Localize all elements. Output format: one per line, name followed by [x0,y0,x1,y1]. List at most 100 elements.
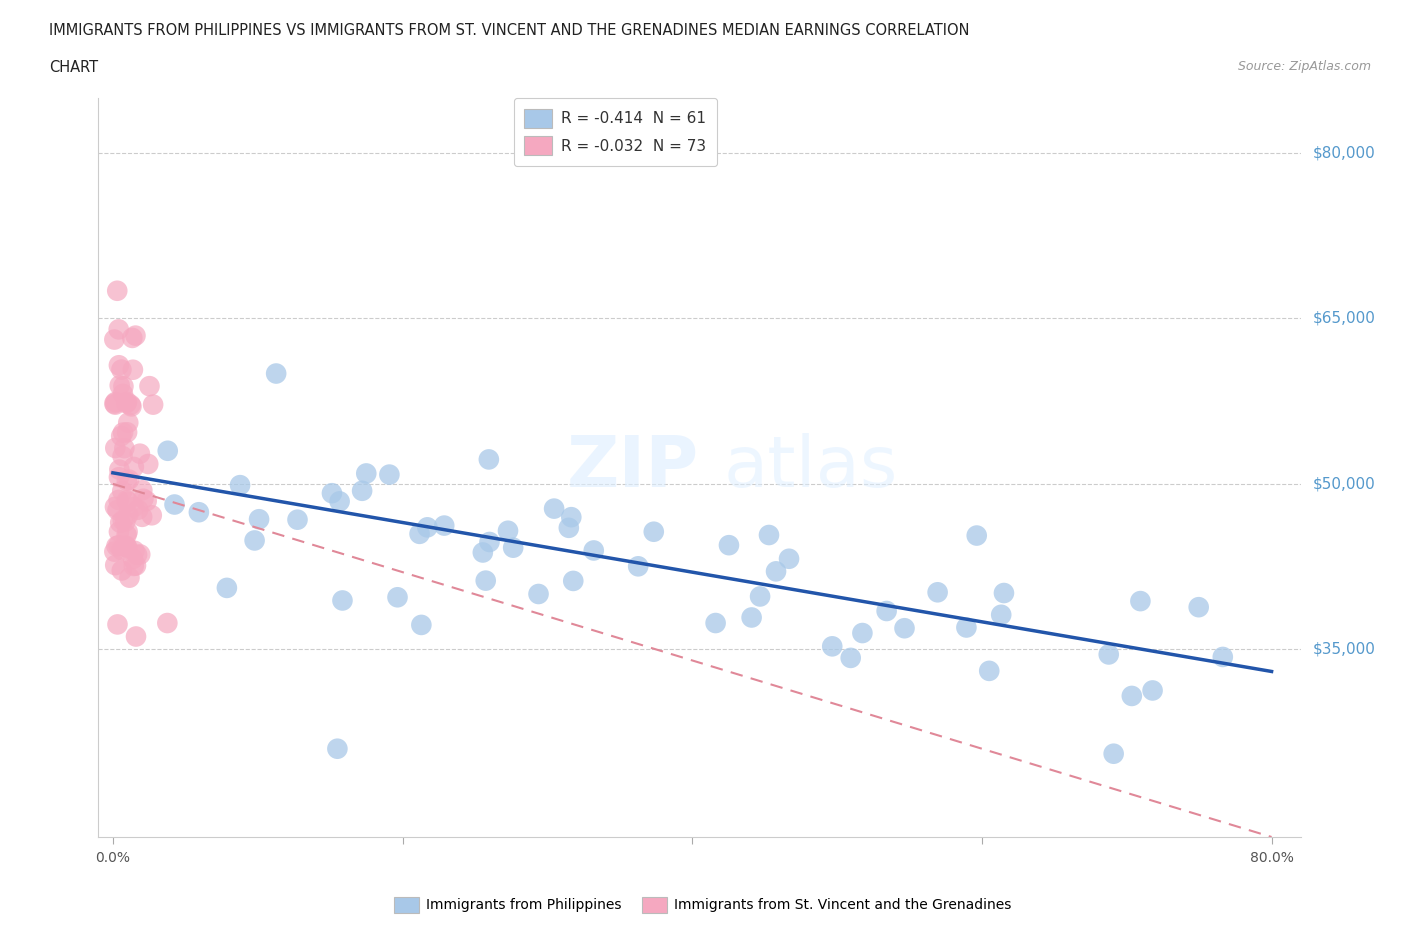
Point [1212,649,1234,664]
Text: $50,000: $50,000 [1313,476,1375,491]
Point [527,587,550,602]
Point [876,604,898,618]
Point [129,446,152,461]
Point [129,547,152,562]
Point [478,452,501,467]
Point [187,505,209,520]
Point [108,470,131,485]
Point [643,525,665,539]
Point [105,284,128,299]
Point [1142,683,1164,698]
Point [264,366,287,381]
Point [839,650,862,665]
Point [741,610,763,625]
Point [125,558,148,573]
Point [111,563,134,578]
Point [104,558,127,573]
Point [115,396,138,411]
Point [1098,647,1121,662]
Point [411,618,433,632]
Point [560,510,582,525]
Point [104,397,127,412]
Point [107,538,129,552]
Point [979,663,1001,678]
Point [215,580,238,595]
Point [927,585,949,600]
Point [562,574,585,589]
Point [627,559,650,574]
Point [1188,600,1211,615]
Point [125,548,148,563]
Point [329,494,352,509]
Point [117,508,139,523]
Point [163,497,186,512]
Point [120,397,142,412]
Text: $80,000: $80,000 [1313,145,1375,160]
Point [111,543,134,558]
Text: Source: ZipAtlas.com: Source: ZipAtlas.com [1237,60,1371,73]
Point [229,478,252,493]
Point [107,502,129,517]
Point [117,540,139,555]
Point [247,512,270,526]
Point [408,526,430,541]
Point [108,525,131,539]
Text: $35,000: $35,000 [1313,642,1375,657]
Point [107,322,129,337]
Point [1121,688,1143,703]
Point [471,545,494,560]
Point [121,399,143,414]
Point [108,358,131,373]
Text: $65,000: $65,000 [1313,311,1375,325]
Point [141,508,163,523]
Point [104,441,127,456]
Point [955,620,977,635]
Point [765,564,787,578]
Point [112,425,135,440]
Point [496,524,519,538]
Point [107,617,129,631]
Point [321,485,343,500]
Point [115,493,138,508]
Point [118,472,141,487]
Point [778,551,800,566]
Point [704,616,727,631]
Point [478,535,501,550]
Point [115,425,138,440]
Point [122,551,145,566]
Point [110,362,132,377]
Point [378,467,401,482]
Point [582,543,605,558]
Point [115,473,138,488]
Text: atlas: atlas [724,432,898,502]
Point [332,593,354,608]
Point [122,499,145,514]
Point [117,494,139,509]
Text: CHART: CHART [49,60,98,75]
Point [122,459,145,474]
Point [993,586,1015,601]
Point [104,394,127,409]
Point [118,570,141,585]
Point [966,528,988,543]
Point [156,444,179,458]
Point [893,621,915,636]
Point [243,533,266,548]
Point [111,448,134,463]
Point [142,397,165,412]
Point [127,502,149,517]
Point [111,387,134,402]
Point [287,512,309,527]
Point [124,328,146,343]
Point [326,741,349,756]
Point [122,363,145,378]
Point [104,499,127,514]
Point [749,589,772,604]
Point [135,494,157,509]
Point [111,513,134,528]
Point [138,379,160,393]
Point [433,518,456,533]
Point [103,544,125,559]
Point [124,543,146,558]
Point [114,539,136,554]
